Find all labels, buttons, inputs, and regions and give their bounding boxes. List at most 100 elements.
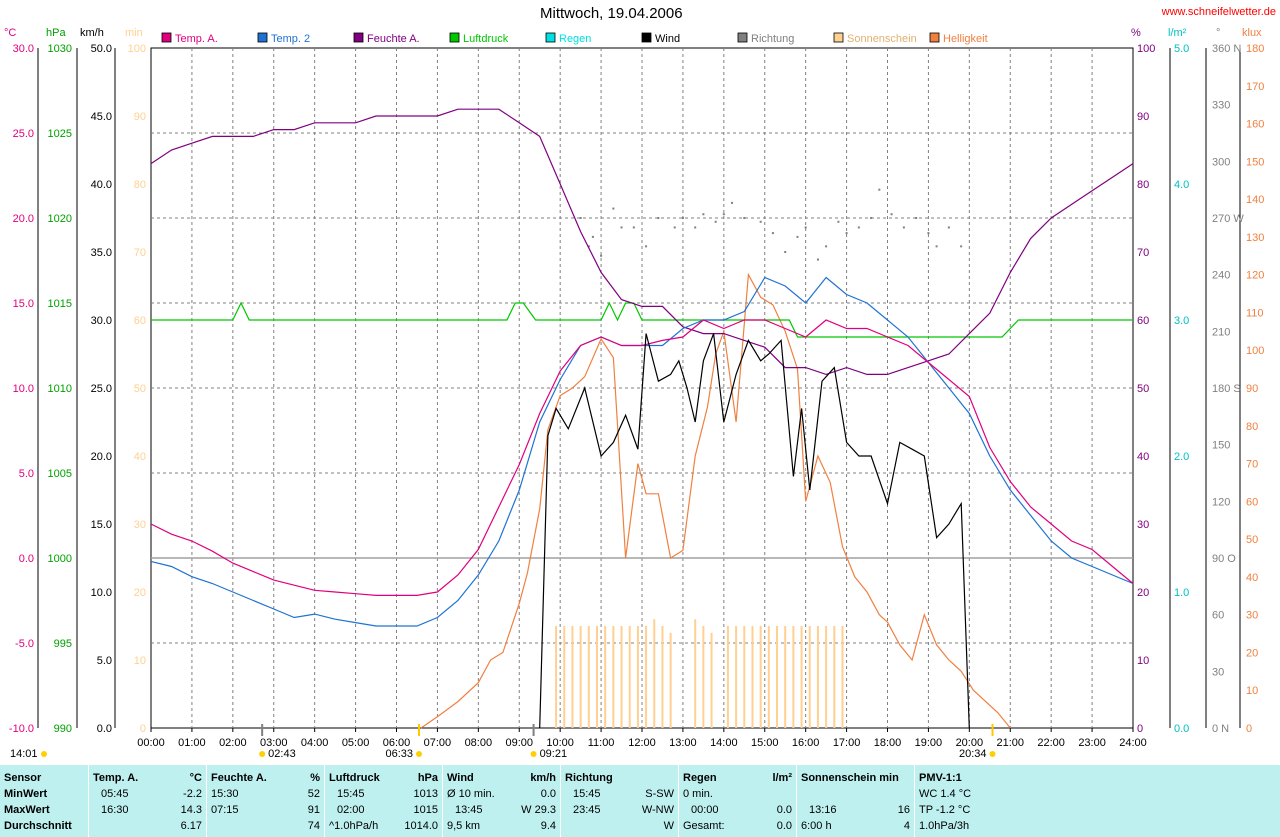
direction-dot xyxy=(722,213,725,216)
label-maxwert: MaxWert xyxy=(4,804,50,816)
klux-tick: 170 xyxy=(1246,81,1264,93)
direction-dot xyxy=(960,245,963,248)
richt-max-time: 23:45 xyxy=(573,804,601,816)
direction-dot xyxy=(796,235,799,238)
time-tick: 14:00 xyxy=(710,737,738,749)
min-tick: 10 xyxy=(134,655,146,667)
pmv-title: PMV-1:1 xyxy=(919,772,962,784)
klux-tick: 150 xyxy=(1246,156,1264,168)
time-tick: 09:00 xyxy=(505,737,533,749)
richt-min-value: S-SW xyxy=(645,788,674,800)
legend-item: Regen xyxy=(545,32,591,45)
klux-tick: 10 xyxy=(1246,685,1258,697)
legend-swatch xyxy=(737,32,748,43)
klux-tick: 70 xyxy=(1246,459,1258,471)
deg-tick: 180 S xyxy=(1212,383,1241,395)
klux-tick: 90 xyxy=(1246,383,1258,395)
klux-tick: 40 xyxy=(1246,572,1258,584)
time-tick: 24:00 xyxy=(1119,737,1147,749)
min-unit-label: min xyxy=(125,27,143,39)
deg-tick: 240 xyxy=(1212,270,1230,282)
temp-unit: °C xyxy=(189,772,202,784)
hpa-tick: 1015 xyxy=(48,298,72,310)
time-tick: 21:00 xyxy=(996,737,1024,749)
feuchte-unit: % xyxy=(310,772,320,784)
pct-tick: 50 xyxy=(1137,383,1149,395)
hpa-tick: 1005 xyxy=(48,468,72,480)
site-link[interactable]: www.schneifelwetter.de xyxy=(1161,6,1276,18)
legend-item: Feuchte A. xyxy=(353,32,420,45)
pct-tick: 20 xyxy=(1137,587,1149,599)
direction-dot xyxy=(714,220,717,223)
klux-tick: 30 xyxy=(1246,610,1258,622)
lm2-unit-label: l/m² xyxy=(1168,27,1187,39)
legend-label: Temp. 2 xyxy=(271,33,310,45)
hpa-tick: 1030 xyxy=(48,43,72,55)
regen-max-value: 0.0 xyxy=(776,804,792,816)
kmh-tick: 15.0 xyxy=(91,519,112,531)
klux-tick: 0 xyxy=(1246,723,1252,735)
lm2-tick: 5.0 xyxy=(1174,43,1189,55)
legend-item: Helligkeit xyxy=(929,32,988,45)
pct-tick: 30 xyxy=(1137,519,1149,531)
kmh-tick: 30.0 xyxy=(91,315,112,327)
series-luftdruck xyxy=(151,301,1133,338)
regen-max-time: 00:00 xyxy=(691,804,719,816)
legend-swatch xyxy=(353,32,364,43)
series-feuchte-a- xyxy=(150,108,1134,376)
temp-tick: 5.0 xyxy=(19,468,34,480)
sonne-title: Sonnenschein min xyxy=(801,772,899,784)
time-tick: 15:00 xyxy=(751,737,779,749)
hpa-tick: 990 xyxy=(54,723,72,735)
direction-dot xyxy=(784,251,787,253)
legend-label: Feuchte A. xyxy=(367,33,420,45)
pmv-dewpoint: TP -1.2 °C xyxy=(919,804,971,816)
legend-label: Regen xyxy=(559,33,591,45)
direction-dot xyxy=(632,226,635,229)
time-tick: 04:00 xyxy=(301,737,329,749)
sunset-icon xyxy=(989,751,996,757)
kmh-tick: 25.0 xyxy=(91,383,112,395)
time-tick: 23:00 xyxy=(1078,737,1106,749)
time-tick: 22:00 xyxy=(1037,737,1065,749)
marker-now: 14:01 xyxy=(10,748,38,760)
moonset-icon xyxy=(530,751,537,757)
hpa-tick: 1020 xyxy=(48,213,72,225)
direction-dot xyxy=(645,245,648,248)
regen-title: Regen xyxy=(683,772,717,784)
temp-tick: 15.0 xyxy=(13,298,34,310)
sunrise-icon xyxy=(416,751,423,757)
hpa-tick: 1010 xyxy=(48,383,72,395)
direction-dot xyxy=(731,201,734,204)
min-tick: 0 xyxy=(140,723,146,735)
legend-label: Temp. A. xyxy=(175,33,218,45)
legend-swatch xyxy=(449,32,460,43)
temp-min-value: -2.2 xyxy=(183,788,202,800)
label-sensor: Sensor xyxy=(4,772,42,784)
luft-trend: ^1.0hPa/h xyxy=(329,820,379,832)
luft-min-time: 15:45 xyxy=(337,788,365,800)
direction-dot xyxy=(857,226,860,229)
wind-min-time: Ø 10 min. xyxy=(447,788,495,800)
moonrise-icon xyxy=(259,751,266,757)
time-tick: 05:00 xyxy=(342,737,370,749)
lm2-tick: 3.0 xyxy=(1174,315,1189,327)
legend-label: Helligkeit xyxy=(943,33,988,45)
min-tick: 50 xyxy=(134,383,146,395)
legend-swatch xyxy=(545,32,556,43)
direction-dot xyxy=(681,217,684,219)
wind-max-time: 13:45 xyxy=(455,804,483,816)
time-tick: 01:00 xyxy=(178,737,206,749)
direction-dot xyxy=(620,226,623,229)
temp-unit-label: °C xyxy=(4,27,16,39)
kmh-tick: 40.0 xyxy=(91,179,112,191)
time-tick: 12:00 xyxy=(628,737,656,749)
time-tick: 16:00 xyxy=(792,737,820,749)
panel-col-temp: Temp. A. °C 05:45 -2.2 16:30 14.3 6.17 xyxy=(88,765,206,837)
marker-sunrise: 06:33 xyxy=(385,748,413,760)
pct-tick: 10 xyxy=(1137,655,1149,667)
luft-min-value: 1013 xyxy=(413,788,438,800)
summary-panel: Sensor MinWert MaxWert Durchschnitt Temp… xyxy=(0,765,1280,837)
direction-dot xyxy=(694,226,697,229)
pmv-windchill: WC 1.4 °C xyxy=(919,788,972,800)
